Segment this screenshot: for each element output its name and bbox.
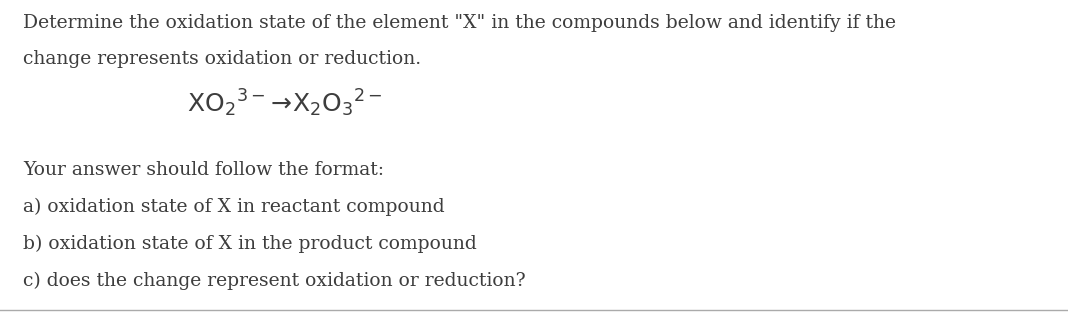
Text: c) does the change represent oxidation or reduction?: c) does the change represent oxidation o… (23, 272, 527, 290)
Text: change represents oxidation or reduction.: change represents oxidation or reduction… (23, 50, 422, 68)
Text: $\mathsf{XO_2{}^{3-}\!\rightarrow\! X_2O_3{}^{2-}}$: $\mathsf{XO_2{}^{3-}\!\rightarrow\! X_2O… (187, 87, 382, 119)
Text: b) oxidation state of X in the product compound: b) oxidation state of X in the product c… (23, 235, 477, 253)
Text: Your answer should follow the format:: Your answer should follow the format: (23, 161, 384, 179)
Text: Determine the oxidation state of the element "X" in the compounds below and iden: Determine the oxidation state of the ele… (23, 14, 896, 33)
Text: a) oxidation state of X in reactant compound: a) oxidation state of X in reactant comp… (23, 198, 445, 216)
